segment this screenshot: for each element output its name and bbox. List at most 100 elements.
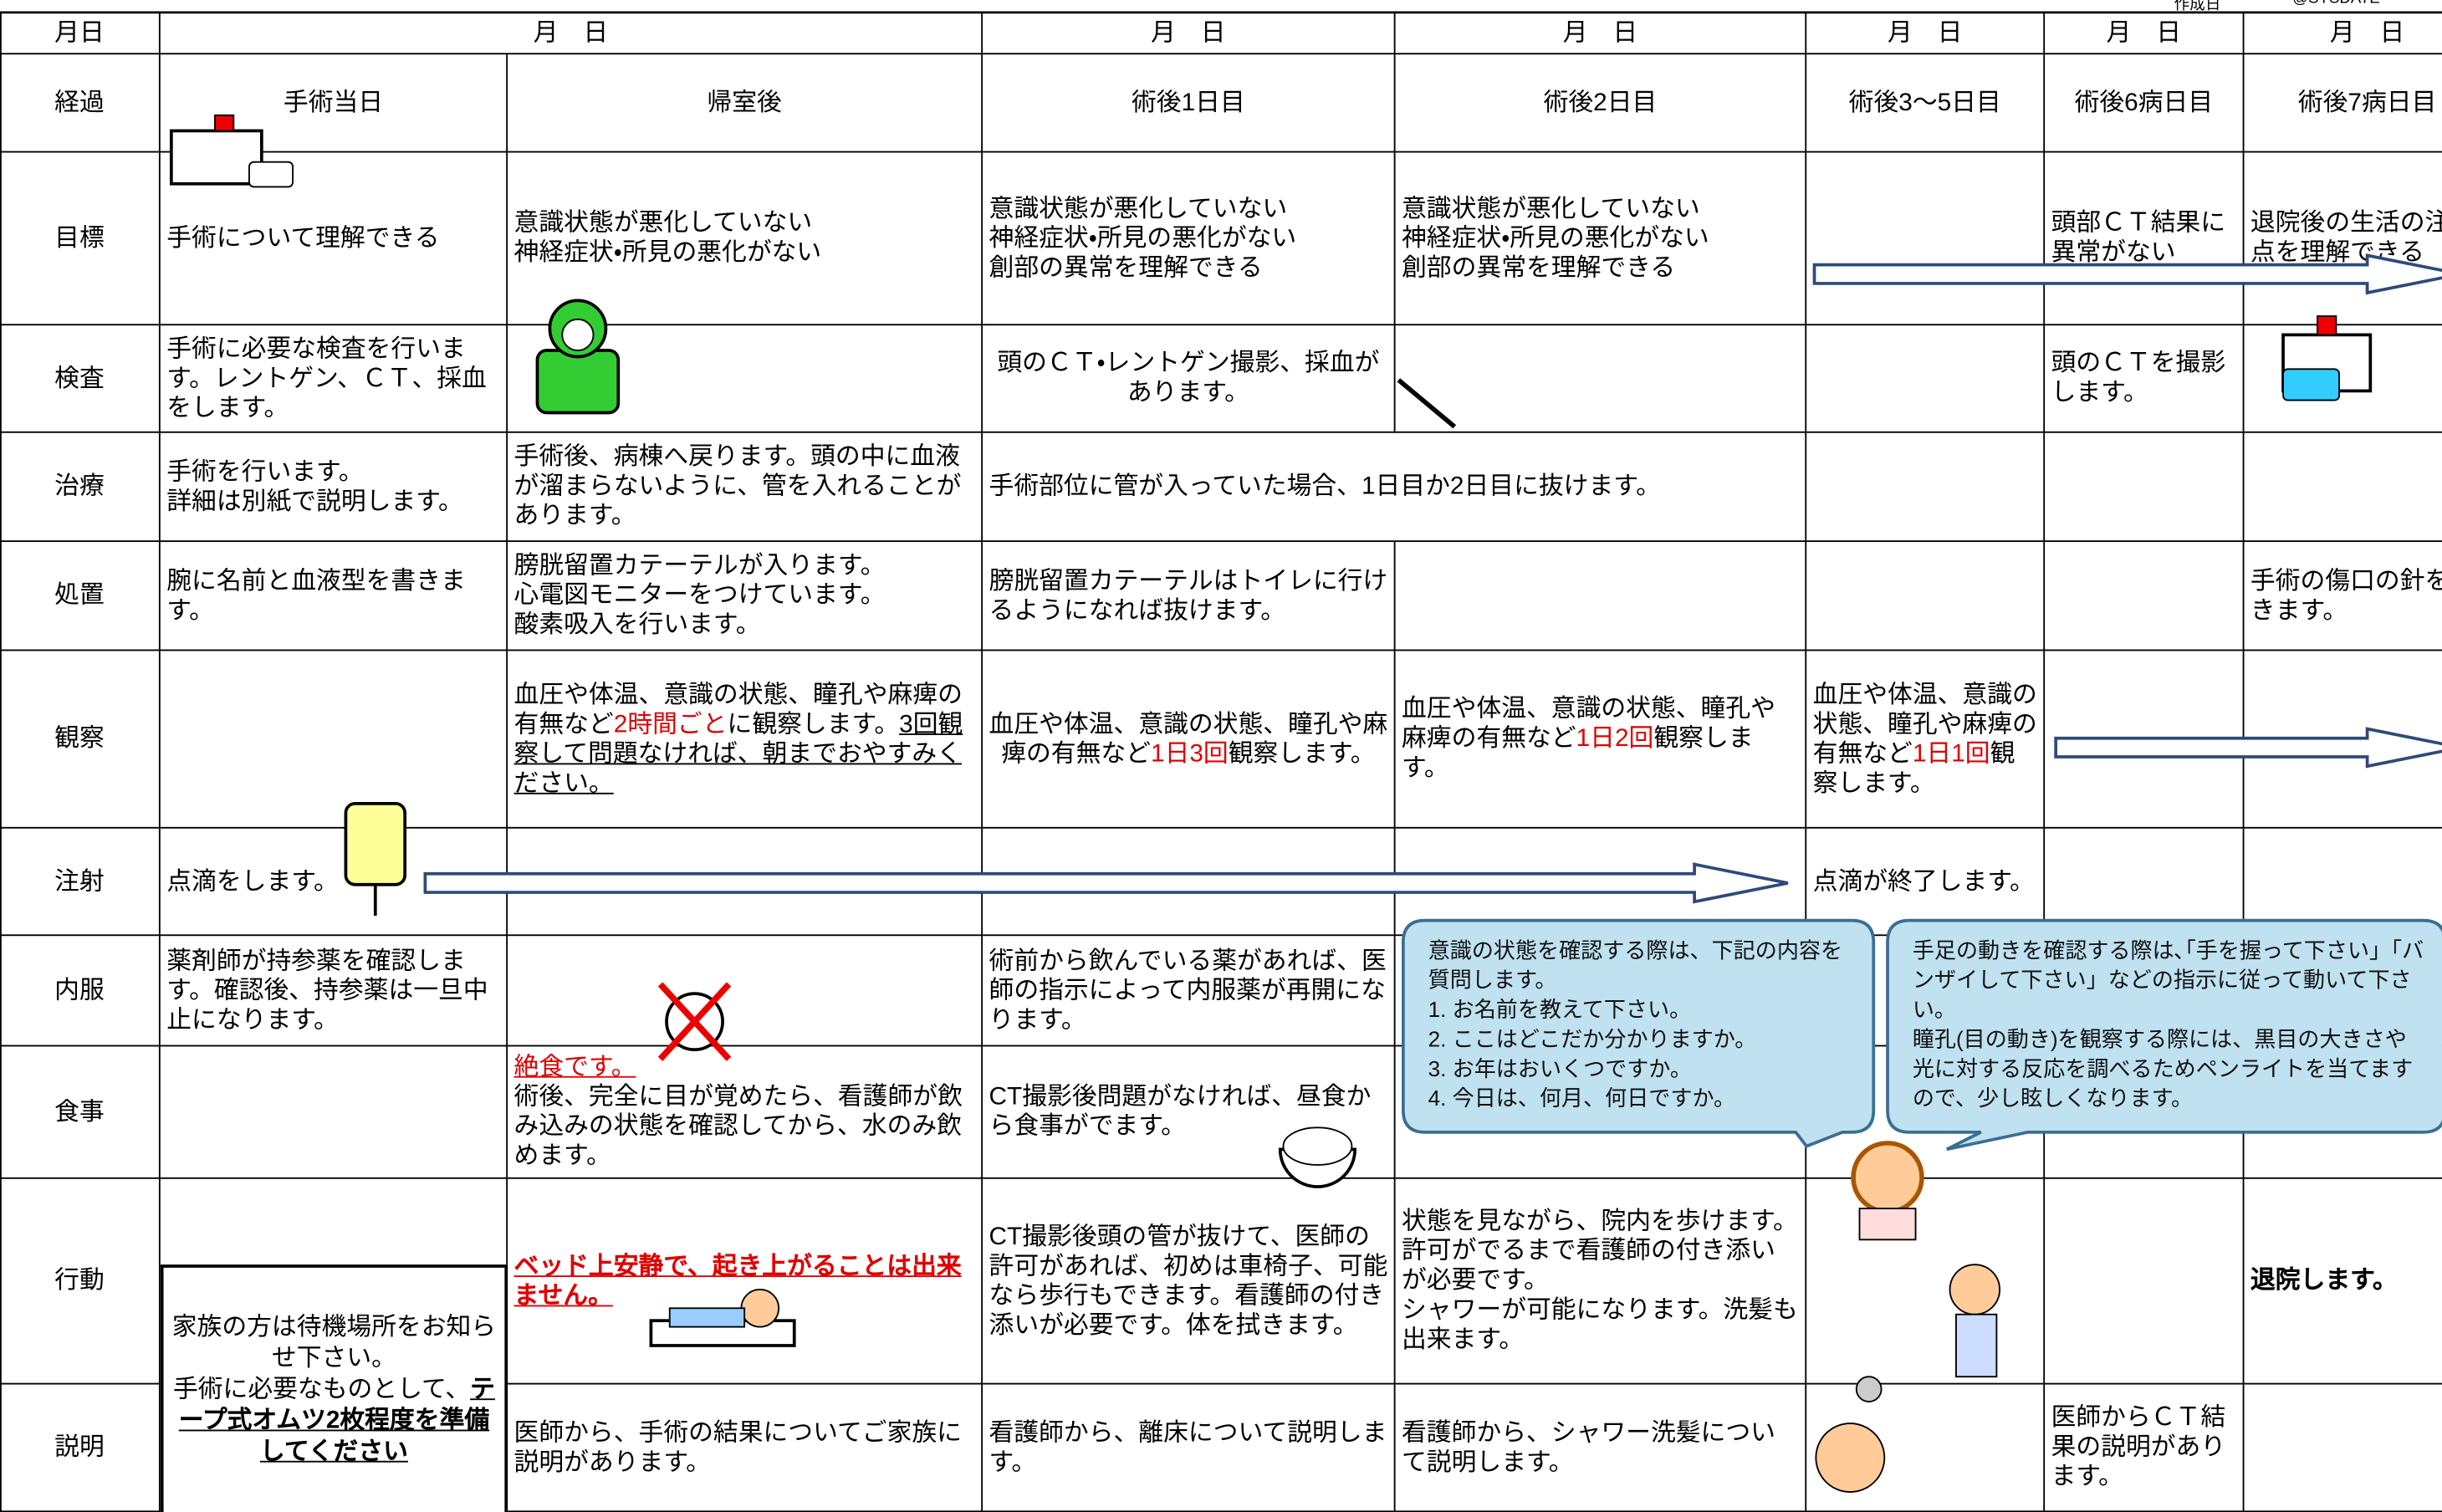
date-cell-text: 月 日 (2106, 19, 2182, 46)
text-run: 血圧や体温、意識の状態、瞳孔や麻痺の有無など (513, 681, 963, 738)
table-cell (2045, 432, 2245, 543)
row-label: 観察 (0, 651, 161, 829)
table-cell-text: 医師からＣＴ結果の説明があります。 (2051, 1404, 2226, 1491)
table-cell (1395, 325, 1807, 433)
table-cell (1806, 1178, 2046, 1385)
table-cell-text: 意識状態が悪化していない 神経症状・所見の悪化がない (513, 210, 822, 267)
column-header: 経過 (0, 54, 161, 153)
table-cell: 手術に必要な検査を行います。レントゲン、ＣＴ、採血をします。 (160, 325, 508, 433)
column-header-text: 帰室後 (707, 89, 782, 116)
table-cell (2045, 542, 2245, 651)
table-cell: 頭部ＣＴ結果に異常がない (2045, 152, 2245, 326)
table-cell (983, 828, 1396, 937)
column-header-text: 手術当日 (283, 89, 384, 116)
table-cell: 膀胱留置カテーテルはトイレに行けるようになれば抜けます。 (983, 542, 1396, 651)
row-label-text: 処置 (54, 582, 105, 610)
row-label-text: 治療 (54, 473, 105, 500)
table-cell (2045, 828, 2245, 937)
table-cell-text: 血圧や体温、意識の状態、瞳孔や麻痺の有無など1日1回観察します。 (1813, 680, 2037, 799)
table-cell: 血圧や体温、意識の状態、瞳孔や麻痺の有無など1日3回観察します。 (983, 651, 1396, 829)
table-cell-text: 絶食です。 術後、完全に目が覚めたら、看護師が飲み込みの状態を確認してから、水の… (514, 1053, 975, 1172)
table-cell: 医師から、手術の結果についてご家族に説明があります。 (508, 1384, 983, 1512)
family-note: 家族の方は待機場所をお知らせ下さい。 手術に必要なものとして、テープ式オムツ2枚… (160, 1264, 508, 1512)
table-cell: 点滴が終了します。 (1806, 828, 2046, 937)
table-cell (1395, 542, 1807, 651)
callout-text: 手足の動きを確認する際は､｢手を握って下さい｣「バンザイして下さい」などの指示に… (1913, 936, 2427, 1113)
table-cell: 手術後、病棟へ戻ります。頭の中に血液が溜まらないように、管を入れることがあります… (508, 432, 983, 543)
created-value: @SYSDATE (2292, 0, 2379, 8)
callout-text: 意識の状態を確認する際は、下記の内容を質問します。 1. お名前を教えて下さい。 2… (1428, 936, 1855, 1113)
row-label-text: 検査 (54, 365, 105, 392)
table-cell-text: CT撮影後問題がなければ、昼食から食事がでます。 (989, 1084, 1372, 1141)
table-cell-text: 退院します。 (2250, 1266, 2442, 1295)
column-header-text: 術後3〜5日目 (1848, 89, 2001, 116)
table-cell: 意識状態が悪化していない 神経症状・所見の悪化がない 創部の異常を理解できる (1395, 152, 1807, 326)
text-run: 絶食です。 (513, 1054, 636, 1081)
column-header-text: 術後7病日目 (2297, 89, 2437, 116)
table-cell: ベッド上安静で、起き上がることは出来ません。 (508, 1178, 983, 1385)
table-cell: 意識状態が悪化していない 神経症状・所見の悪化がない (508, 152, 983, 326)
table-cell-text: 手術後、病棟へ戻ります。頭の中に血液が溜まらないように、管を入れることがあります… (513, 443, 962, 530)
table-cell: 手術部位に管が入っていた場合、1日目か2日目に抜けます。 (983, 432, 1807, 543)
callout-line: 3. お年はおいくつですか。 (1428, 1055, 1692, 1081)
table-cell (2244, 1385, 2442, 1512)
table-cell-text: 状態を見ながら、院内を歩けます。許可がでるまで看護師の付き添いが必要です。 シャ… (1402, 1208, 1798, 1354)
table-cell (1395, 828, 1807, 937)
table-cell (160, 1046, 508, 1179)
table-cell: 血圧や体温、意識の状態、瞳孔や麻痺の有無など1日2回観察します。 (1395, 651, 1807, 829)
table-cell: 血圧や体温、意識の状態、瞳孔や麻痺の有無など1日1回観察します。 (1806, 651, 2046, 829)
table-cell: 状態を見ながら、院内を歩けます。許可がでるまで看護師の付き添いが必要です。 シャ… (1395, 1178, 1807, 1385)
table-cell-text: 膀胱留置カテーテルはトイレに行けるようになれば抜けます。 (989, 567, 1388, 624)
table-cell-text: ベッド上安静で、起き上がることは出来ません。 (514, 1251, 975, 1310)
date-cell: 月 日 (1806, 12, 2046, 55)
table-cell-text: 点滴が終了します。 (1812, 868, 2035, 895)
table-cell-text: 医師から、手術の結果についてご家族に説明があります。 (513, 1419, 962, 1476)
table-cell-text: 術前から飲んでいる薬があれば、医師の指示によって内服薬が再開になります。 (989, 948, 1387, 1034)
table-cell-text: 意識状態が悪化していない 神経症状・所見の悪化がない 創部の異常を理解できる (1402, 195, 1709, 282)
table-cell (2045, 651, 2245, 829)
column-header: 術後6病日目 (2045, 54, 2245, 153)
table-cell (508, 828, 983, 937)
family-note-text: 家族の方は待機場所をお知らせ下さい。 手術に必要なものとして、テープ式オムツ2枚… (170, 1313, 498, 1469)
column-header: 術後1日目 (983, 54, 1396, 153)
text-run: テープ式オムツ2枚程度を準備してください (178, 1377, 495, 1466)
table-cell-text: 手術に必要な検査を行います。レントゲン、ＣＴ、採血をします。 (166, 335, 487, 421)
table-cell-text: 頭のＣＴを撮影します。 (2051, 350, 2226, 407)
table-cell (1806, 542, 2046, 651)
callout-line: 2. ここはどこだか分かりますか。 (1428, 1026, 1757, 1052)
date-cell: 月 日 (1395, 12, 1807, 55)
table-cell: 看護師から、シャワー洗髪について説明します。 (1395, 1384, 1807, 1512)
table-cell (2244, 829, 2442, 937)
row-label-text: 説明 (54, 1434, 105, 1461)
date-cell-text: 月 日 (1888, 19, 1963, 46)
table-cell: 看護師から、離床について説明します。 (983, 1384, 1396, 1512)
column-header: 術後2日目 (1395, 54, 1807, 153)
date-cell-text: 月 日 (533, 19, 609, 46)
table-cell-text: 看護師から、離床について説明します。 (989, 1419, 1387, 1476)
text-run: 1日3回 (1150, 740, 1229, 768)
table-cell-text: 血圧や体温、意識の状態、瞳孔や麻痺の有無など1日3回観察します。 (989, 709, 1388, 769)
column-header: 術後3〜5日目 (1806, 54, 2046, 153)
row-label: 行動 (0, 1178, 161, 1385)
table-cell: CT撮影後頭の管が抜けて、医師の許可があれば、初めは車椅子、可能なら歩行もできま… (983, 1178, 1396, 1385)
callout-line: 手足の動きを確認する際は､｢手を握って下さい｣「バンザイして下さい」などの指示に… (1912, 937, 2424, 1022)
column-header: 手術当日 (160, 54, 508, 153)
text-run: に観察します。 (727, 711, 900, 738)
row-label: 内服 (0, 936, 161, 1047)
table-cell: 血圧や体温、意識の状態、瞳孔や麻痺の有無など2時間ごとに観察します。3回観察して… (508, 651, 983, 829)
table-cell (508, 936, 983, 1047)
column-header-text: 術後2日目 (1543, 89, 1658, 116)
table-cell: 絶食です。 術後、完全に目が覚めたら、看護師が飲み込みの状態を確認してから、水の… (508, 1046, 983, 1179)
table-cell-text: 血圧や体温、意識の状態、瞳孔や麻痺の有無など2時間ごとに観察します。3回観察して… (514, 680, 975, 799)
table-cell: 腕に名前と血液型を書きます。 (160, 542, 508, 651)
table-cell: 術前から飲んでいる薬があれば、医師の指示によって内服薬が再開になります。 (983, 936, 1396, 1047)
text-run: 家族の方は待機場所をお知らせ下さい。 手術に必要なものとして、 (171, 1314, 497, 1403)
row-label-text: 観察 (54, 725, 105, 753)
table-cell: 医師からＣＴ結果の説明があります。 (2045, 1384, 2245, 1512)
row-label: 説明 (0, 1384, 161, 1512)
table-cell: 意識状態が悪化していない 神経症状・所見の悪化がない 創部の異常を理解できる (983, 152, 1396, 326)
table-cell (1806, 1384, 2046, 1512)
table-cell: CT撮影後問題がなければ、昼食から食事がでます。 (983, 1046, 1396, 1179)
table-cell-text: 腕に名前と血液型を書きます。 (166, 567, 466, 624)
table-cell-text: 血圧や体温、意識の状態、瞳孔や麻痺の有無など1日2回観察します。 (1402, 695, 1799, 784)
